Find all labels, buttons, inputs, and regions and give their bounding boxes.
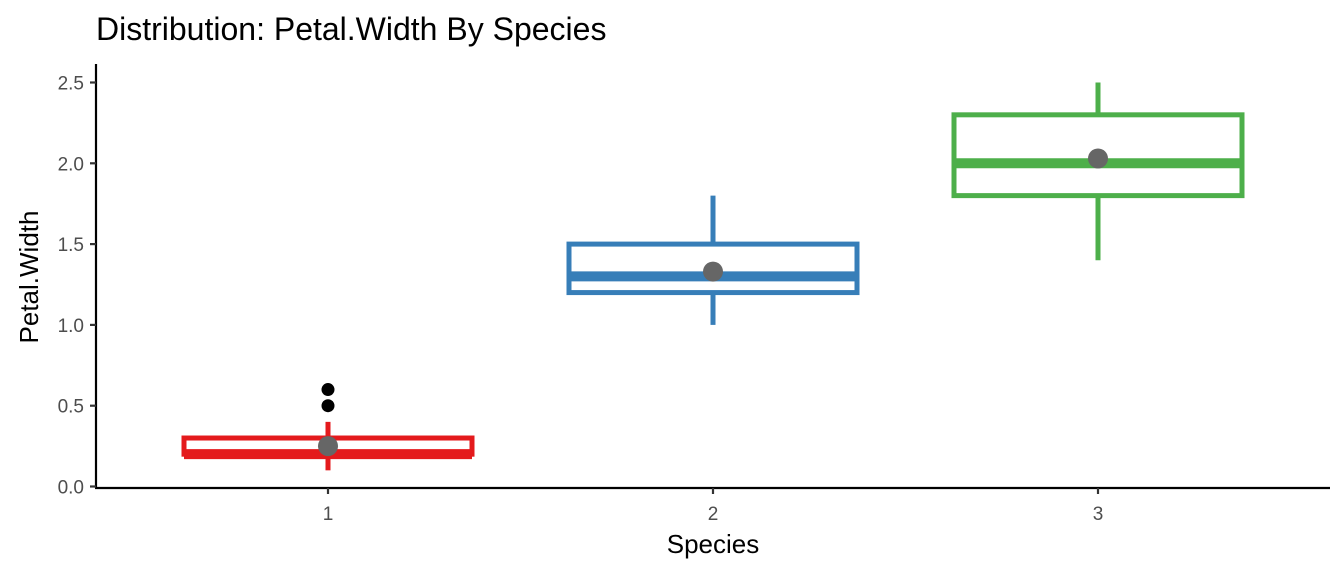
boxes xyxy=(181,82,1245,471)
outlier-point xyxy=(321,399,335,413)
x-axis-ticks: 1 2 3 xyxy=(323,488,1104,525)
box-group xyxy=(566,195,860,325)
y-tick-label: 2.5 xyxy=(58,74,84,95)
x-tick-label: 3 xyxy=(1093,504,1104,525)
outlier-point xyxy=(321,383,335,397)
mean-point xyxy=(1088,148,1108,169)
x-axis-title: Species xyxy=(667,529,760,559)
y-tick-label: 1.5 xyxy=(58,235,84,256)
box xyxy=(951,112,1245,199)
y-tick-label: 0.5 xyxy=(58,397,84,418)
mean-point xyxy=(318,436,338,457)
y-tick-label: 0.0 xyxy=(58,478,84,499)
y-tick-label: 2.0 xyxy=(58,154,84,175)
y-tick-label: 1.0 xyxy=(58,316,84,337)
x-tick-label: 1 xyxy=(323,504,334,525)
chart-title: Distribution: Petal.Width By Species xyxy=(96,11,606,47)
box-group xyxy=(181,383,475,471)
y-axis-ticks: 0.0 0.5 1.0 1.5 2.0 2.5 xyxy=(58,74,96,499)
mean-point xyxy=(703,261,723,282)
y-axis-title: Petal.Width xyxy=(14,211,44,344)
x-tick-label: 2 xyxy=(708,504,719,525)
box-group xyxy=(951,82,1245,261)
